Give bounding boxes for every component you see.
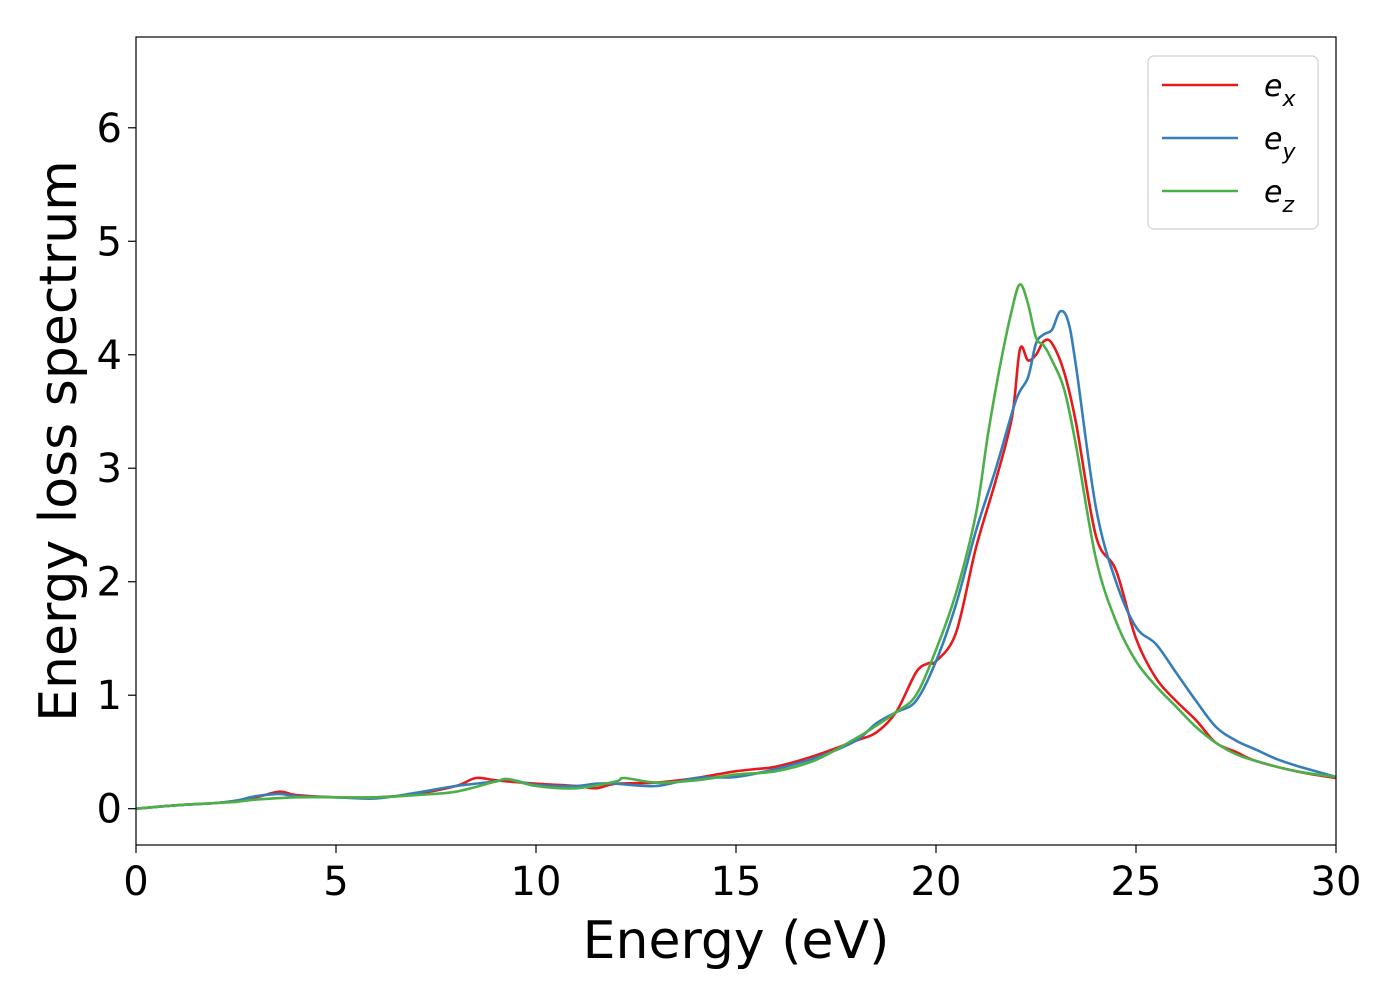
series-line-y [136,309,1336,810]
y-tick-label: 5 [97,219,122,265]
y-tick-label: 3 [97,446,122,492]
x-tick-label: 0 [123,859,148,905]
series-layer [136,283,1336,810]
y-tick-label: 2 [97,560,122,606]
x-axis-ticks: 0 5 10 15 20 25 30 [123,845,1361,905]
y-axis-label: Energy loss spectrum [29,160,89,722]
y-tick-label: 0 [97,787,122,833]
y-tick-label: 4 [97,333,122,379]
x-tick-label: 5 [323,859,348,905]
y-tick-label: 6 [97,106,122,152]
y-axis-ticks: 0 1 2 3 4 5 6 [97,106,136,833]
x-tick-label: 15 [711,859,762,905]
y-tick-label: 1 [97,673,122,719]
x-tick-label: 10 [511,859,562,905]
series-line-z [136,283,1336,810]
series-line-x [136,338,1336,810]
x-tick-label: 30 [1311,859,1362,905]
x-tick-label: 20 [911,859,962,905]
x-tick-label: 25 [1111,859,1162,905]
x-axis-label: Energy (eV) [583,911,890,971]
legend-box [1147,55,1319,230]
